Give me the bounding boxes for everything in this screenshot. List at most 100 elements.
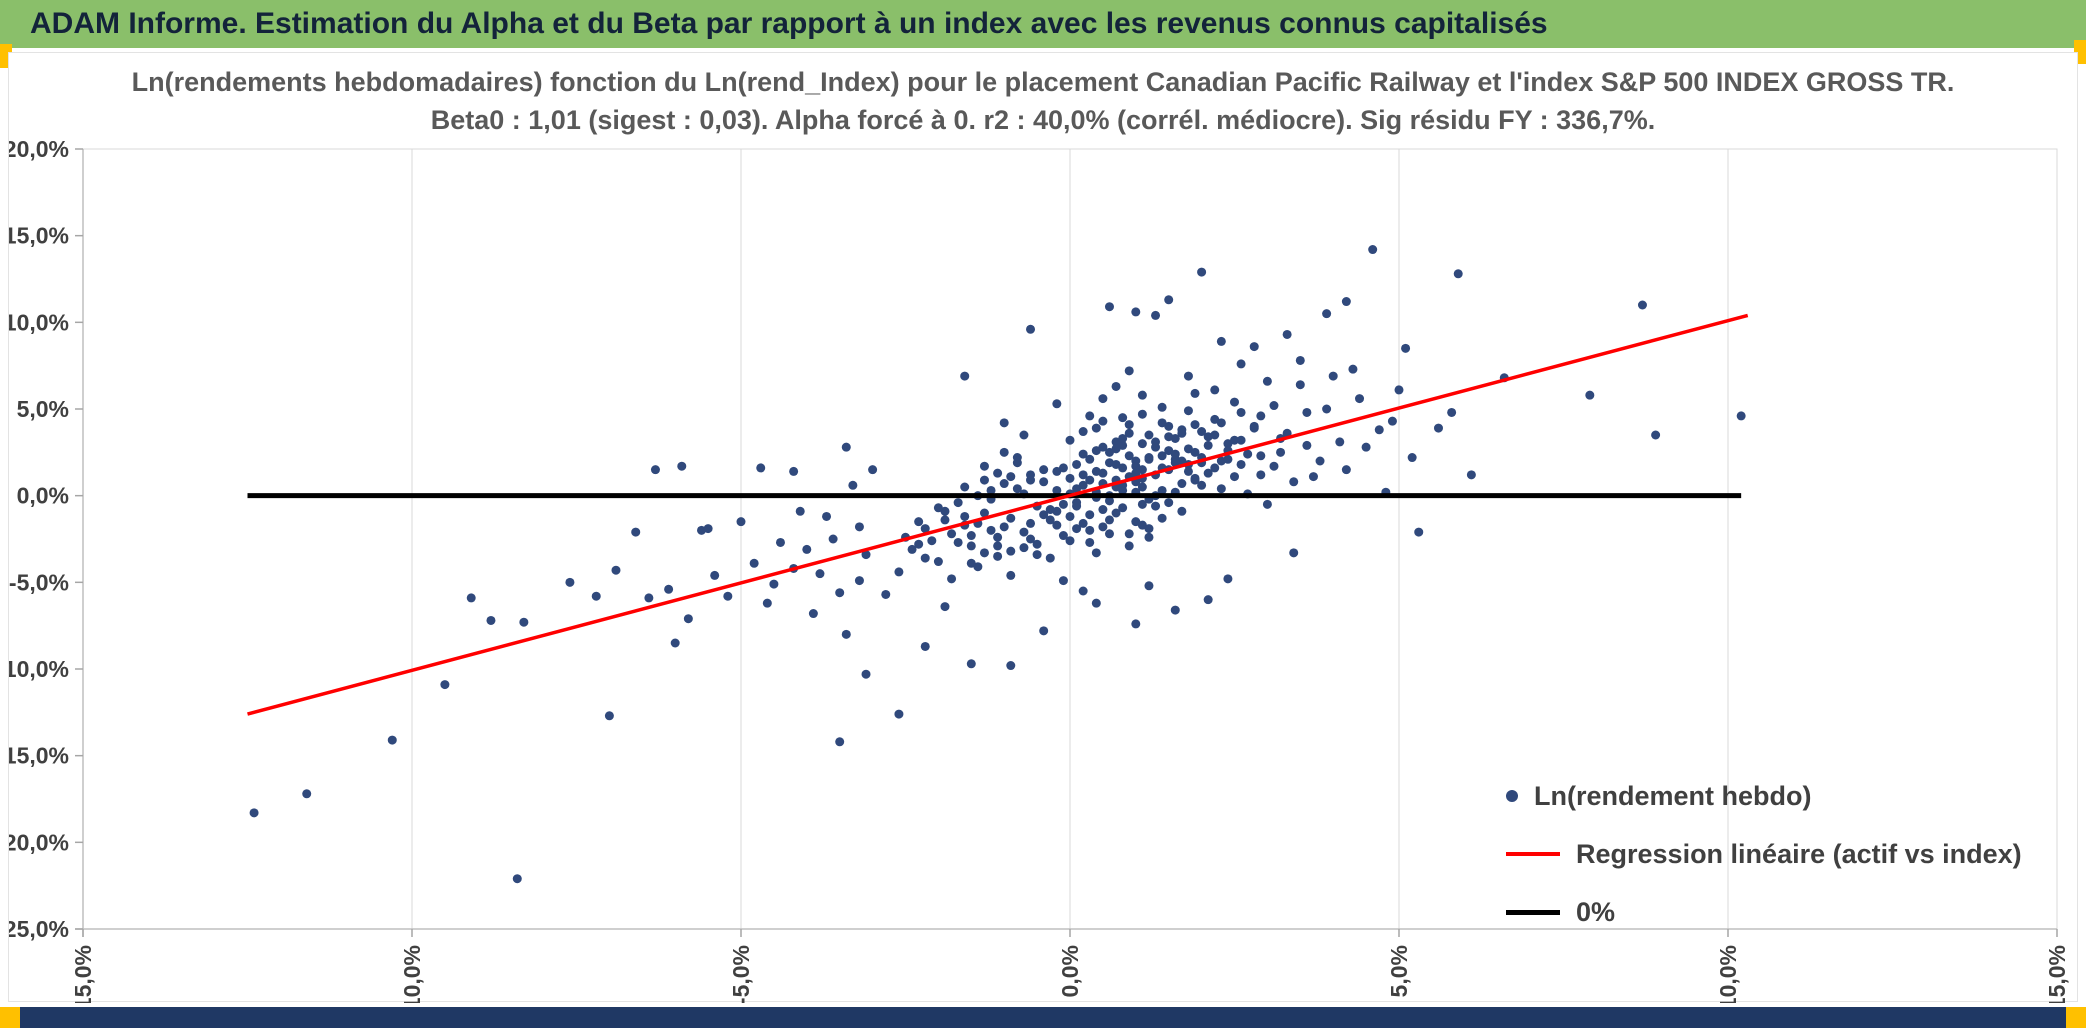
scatter-point (1210, 385, 1220, 395)
scatter-point (920, 641, 930, 651)
scatter-point (940, 515, 950, 525)
scatter-point (1045, 505, 1055, 515)
scatter-point (1170, 605, 1180, 615)
scatter-point (1157, 402, 1167, 412)
scatter-point (1078, 470, 1088, 480)
scatter-point (1157, 485, 1167, 495)
scatter-point (914, 517, 924, 527)
scatter-point (1230, 397, 1239, 407)
scatter-point (1124, 420, 1134, 430)
scatter-point (1407, 453, 1417, 463)
scatter-point (1651, 430, 1661, 440)
scatter-point (1078, 518, 1088, 528)
scatter-point (1361, 442, 1371, 452)
accent-square-bottom-right (2066, 1007, 2086, 1028)
scatter-point (960, 371, 970, 381)
scatter-point (723, 591, 733, 601)
chart-title-line2: Beta0 : 1,01 (sigest : 0,03). Alpha forc… (430, 105, 1656, 135)
scatter-point (664, 584, 674, 594)
scatter-point (1098, 522, 1108, 532)
scatter-point (1262, 376, 1272, 386)
legend-item-2: 0% (1506, 893, 2022, 931)
scatter-point (1091, 598, 1101, 608)
scatter-point (611, 565, 621, 575)
scatter-point (1111, 459, 1121, 469)
chart-legend: Ln(rendement hebdo) Regression linéaire (… (1506, 777, 2022, 931)
scatter-point (920, 524, 930, 534)
scatter-point (519, 617, 529, 627)
scatter-point (841, 442, 851, 452)
scatter-point (1085, 454, 1095, 464)
x-tick-label: 0,0% (1057, 945, 1083, 997)
scatter-point (1058, 463, 1068, 473)
scatter-point (1414, 527, 1424, 537)
scatter-point (1039, 477, 1049, 487)
scatter-point (979, 461, 989, 471)
scatter-point (1058, 576, 1068, 586)
scatter-point (894, 709, 904, 719)
regression-line (247, 313, 1749, 716)
scatter-point (953, 498, 963, 508)
scatter-point (1295, 380, 1305, 390)
scatter-point (1137, 390, 1147, 400)
x-tick-label: 5,0% (1386, 945, 1412, 997)
scatter-point (565, 577, 575, 587)
scatter-point (466, 593, 476, 603)
scatter-point (1157, 513, 1167, 523)
scatter-point (1151, 501, 1161, 511)
scatter-point (835, 588, 845, 598)
scatter-point (1019, 430, 1029, 440)
scatter-point (1111, 381, 1121, 391)
scatter-point (1216, 484, 1226, 494)
scatter-point (1085, 411, 1095, 421)
scatter-point (1236, 359, 1246, 369)
scatter-point (1012, 458, 1022, 468)
scatter-point (1124, 541, 1134, 551)
scatter-point (1223, 574, 1233, 584)
scatter-point (1104, 447, 1114, 457)
scatter-point (1032, 539, 1042, 549)
scatter-point (756, 463, 766, 473)
scatter-point (1006, 472, 1016, 482)
scatter-point (387, 735, 397, 745)
chart-title-line1: Ln(rendements hebdomadaires) fonction du… (131, 67, 1955, 97)
scatter-point (1039, 465, 1049, 475)
scatter-point (1144, 453, 1154, 463)
scatter-point (999, 418, 1009, 428)
scatter-point (1249, 342, 1259, 352)
scatter-point (1177, 456, 1187, 466)
scatter-point (1256, 411, 1266, 421)
scatter-point (999, 522, 1009, 532)
scatter-point (854, 576, 864, 586)
scatter-point (894, 567, 904, 577)
scatter-plot: 20,0% 15,0% 10,0% 5,0% 0,0% -5,0% -10,0% -15,0%… (9, 136, 2070, 1003)
scatter-point (1045, 515, 1055, 525)
scatter-point (1078, 586, 1088, 596)
scatter-point (1164, 498, 1174, 508)
legend-label: 0% (1576, 896, 1616, 927)
scatter-point (1164, 295, 1174, 305)
scatter-point (650, 465, 660, 475)
scatter-point (1157, 418, 1167, 428)
scatter-point (1177, 428, 1187, 438)
scatter-point (1065, 473, 1075, 483)
scatter-point (1243, 449, 1253, 459)
scatter-point (1072, 459, 1082, 469)
scatter-point (631, 527, 641, 537)
scatter-point (512, 874, 522, 884)
y-tick-label: -15,0% (9, 743, 69, 769)
scatter-point (1197, 427, 1207, 437)
scatter-point (1236, 435, 1246, 445)
scatter-point (1269, 461, 1279, 471)
scatter-point (1072, 484, 1082, 494)
scatter-point (1065, 435, 1075, 445)
scatter-point (1736, 411, 1746, 421)
scatter-point (1078, 427, 1088, 437)
scatter-point (1210, 463, 1220, 473)
scatter-point (1104, 302, 1114, 312)
scatter-point (1368, 245, 1378, 255)
scatter-point (302, 789, 312, 799)
scatter-point (1052, 485, 1062, 495)
scatter-point (1144, 532, 1154, 542)
legend-item-1: Regression linéaire (actif vs index) (1506, 835, 2022, 873)
